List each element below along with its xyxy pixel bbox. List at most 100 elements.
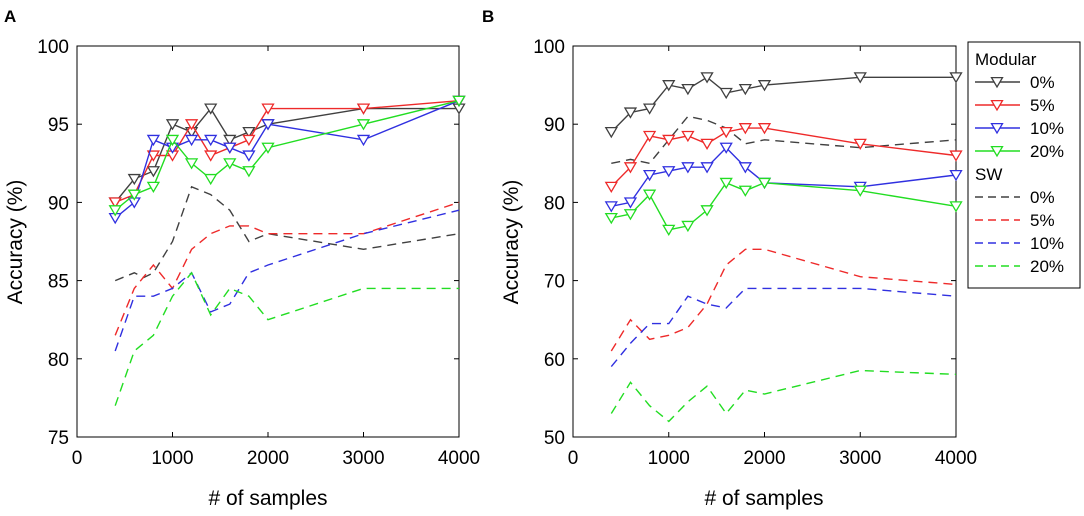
x-axis-label-b: # of samples [704,487,823,510]
data-point-modular-10pct-a [223,142,237,154]
y-axis-label-b: Accuracy (%) [500,180,523,305]
data-point-modular-20pct-a [127,189,141,201]
series-line-sw-10pct-b [610,287,957,368]
data-point-modular-10pct-b [681,162,695,174]
legend-label-modular-20: 20% [1030,142,1064,161]
y-tick-label-a: 85 [48,272,69,293]
y-axis-label-a: Accuracy (%) [4,180,27,305]
data-point-modular-20pct-a [223,158,237,170]
data-point-modular-10pct-b [662,166,676,178]
data-point-modular-0pct-a [165,119,180,131]
data-point-modular-0pct-a [127,173,141,186]
data-point-modular-10pct-b [719,142,733,154]
data-point-modular-5pct-a [204,150,218,162]
legend-box [967,41,1081,289]
data-point-modular-10pct-b [604,201,618,213]
series-line-modular-0pct-b [610,76,956,133]
legend-label-sw-20: 20% [1030,257,1064,276]
data-point-modular-20pct-a [242,166,256,178]
series-line-modular-20pct-a [114,100,460,211]
plot-a: 0 1000 2000 3000 4000 75 80 85 90 95 100 [37,37,480,469]
series-line-sw-5pct-b [610,248,957,352]
x-tick-label-a: 1000 [151,448,193,469]
series-line-modular-5pct-b [610,127,957,188]
data-point-modular-5pct-b [662,134,676,147]
data-point-modular-5pct-b [623,162,638,174]
data-point-modular-10pct-b [700,162,714,174]
x-tick-label-b: 3000 [839,448,881,469]
data-point-modular-20pct-a [452,95,466,107]
data-point-modular-20pct-b [604,212,618,225]
plot-b: 0 1000 2000 3000 4000 50 60 70 80 90 100 [533,37,977,469]
data-point-modular-5pct-b [738,123,752,135]
y-tick-label-b: 50 [544,428,565,449]
y-tick-label-a: 75 [48,428,69,449]
legend-title-modular: Modular [975,50,1037,69]
x-tick-label-b: 4000 [935,448,977,469]
data-point-modular-20pct-b [662,224,676,237]
data-point-modular-20pct-b [853,185,867,197]
data-point-modular-0pct-b [604,126,618,139]
data-point-modular-0pct-a [204,103,218,115]
data-point-modular-0pct-a [223,134,237,147]
data-point-modular-10pct-a [184,134,199,147]
data-point-modular-20pct-a [261,142,275,154]
y-tick-label-a: 95 [48,115,69,136]
legend-label-modular-5: 5% [1030,96,1055,115]
data-point-modular-0pct-b [681,83,695,96]
data-point-modular-5pct-b [700,138,714,150]
panel-label-a: A [4,7,16,26]
data-point-modular-20pct-b [623,209,638,221]
y-tick-label-b: 100 [533,37,565,58]
series-line-sw-5pct-a [114,201,460,336]
data-point-modular-5pct-b [757,123,772,135]
legend-label-sw-5: 5% [1030,211,1055,230]
series-line-sw-0pct-b [611,115,957,165]
legend-label-modular-10: 10% [1030,119,1064,138]
data-point-modular-10pct-b [642,169,657,182]
x-tick-label-a: 4000 [438,448,480,469]
data-point-modular-0pct-b [949,72,963,84]
legend-marker-modular-2 [990,122,1004,135]
data-point-modular-0pct-b [623,107,638,119]
legend-label-sw-0: 0% [1030,188,1055,207]
legend-marker-modular-0 [990,76,1004,89]
data-point-modular-20pct-b [642,189,657,201]
data-point-modular-0pct-b [642,103,657,115]
data-point-modular-20pct-a [146,181,161,193]
data-point-modular-20pct-b [681,220,695,233]
legend-swatches [975,76,1020,267]
y-tick-label-b: 60 [544,350,565,371]
data-point-modular-5pct-a [146,150,161,162]
data-point-modular-0pct-b [719,87,733,100]
data-point-modular-5pct-b [604,181,618,193]
legend: Modular 0% 5% 10% 20% SW 0% 5% 10% 20% [967,41,1081,289]
data-point-modular-20pct-b [949,201,963,213]
y-tick-label-a: 90 [48,193,69,214]
legend-label-sw-10: 10% [1030,234,1064,253]
x-axis-label-a: # of samples [208,487,327,510]
data-point-modular-5pct-b [949,150,963,162]
data-point-modular-10pct-b [738,162,752,174]
data-point-modular-10pct-a [204,134,218,147]
data-point-modular-5pct-a [184,119,199,131]
data-point-modular-20pct-a [356,119,371,131]
data-point-modular-20pct-b [738,185,752,197]
x-tick-label-b: 1000 [648,448,690,469]
series-line-sw-10pct-a [114,209,460,352]
x-tick-label-b: 2000 [743,448,785,469]
legend-title-sw: SW [975,165,1002,184]
data-point-modular-5pct-b [642,130,657,143]
data-point-modular-5pct-a [356,103,371,115]
data-point-modular-10pct-b [623,197,638,209]
series-line-sw-20pct-a [114,271,459,406]
series-line-sw-20pct-b [610,369,957,423]
data-point-modular-0pct-a [146,166,161,178]
data-point-modular-0pct-b [757,80,772,92]
data-point-modular-5pct-b [681,130,695,143]
data-point-modular-20pct-b [757,177,772,190]
legend-marker-modular-1 [990,99,1004,112]
data-point-modular-20pct-a [165,134,180,147]
panel-label-b: B [482,7,494,26]
